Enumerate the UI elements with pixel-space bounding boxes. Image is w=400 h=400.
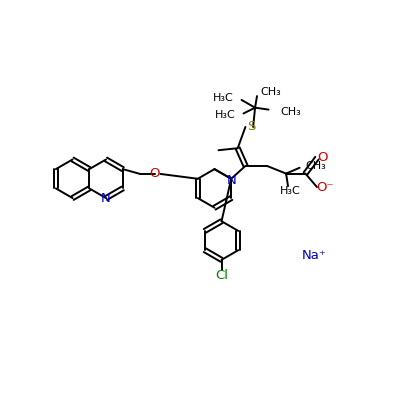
Text: H₃C: H₃C <box>280 186 300 196</box>
Text: CH₃: CH₃ <box>280 106 301 116</box>
Text: H₃C: H₃C <box>215 110 236 120</box>
Text: O: O <box>318 151 328 164</box>
Text: N: N <box>101 192 111 204</box>
Text: N: N <box>226 174 236 187</box>
Text: CH₃: CH₃ <box>260 87 281 97</box>
Text: O: O <box>149 168 160 180</box>
Text: S: S <box>247 120 255 134</box>
Text: O⁻: O⁻ <box>316 180 334 194</box>
Text: Cl: Cl <box>215 269 228 282</box>
Text: Na⁺: Na⁺ <box>302 250 326 262</box>
Text: H₃C: H₃C <box>213 93 234 103</box>
Text: CH₃: CH₃ <box>305 161 326 171</box>
